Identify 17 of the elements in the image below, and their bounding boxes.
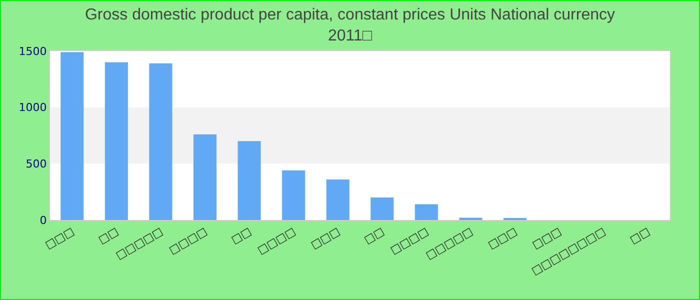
- x-tick-label: □□: [362, 224, 386, 246]
- y-tick-label: 0: [40, 214, 47, 227]
- x-tick-label: □□: [229, 224, 254, 246]
- bar: [149, 63, 172, 220]
- bar: [282, 170, 306, 220]
- x-tick-label: □□: [628, 224, 652, 246]
- bar: [238, 141, 261, 220]
- bar: [414, 204, 438, 220]
- bar: [60, 52, 84, 220]
- chart-title: Gross domestic product per capita, constant prices Units National currency 2011□: [84, 6, 616, 44]
- bar: [370, 197, 394, 220]
- y-tick-label: 500: [26, 158, 47, 171]
- bar: [104, 62, 128, 220]
- bar: [326, 179, 350, 220]
- y-tick-label: 1500: [18, 44, 47, 58]
- bar: [193, 134, 217, 220]
- y-tick-label: 1000: [18, 101, 47, 114]
